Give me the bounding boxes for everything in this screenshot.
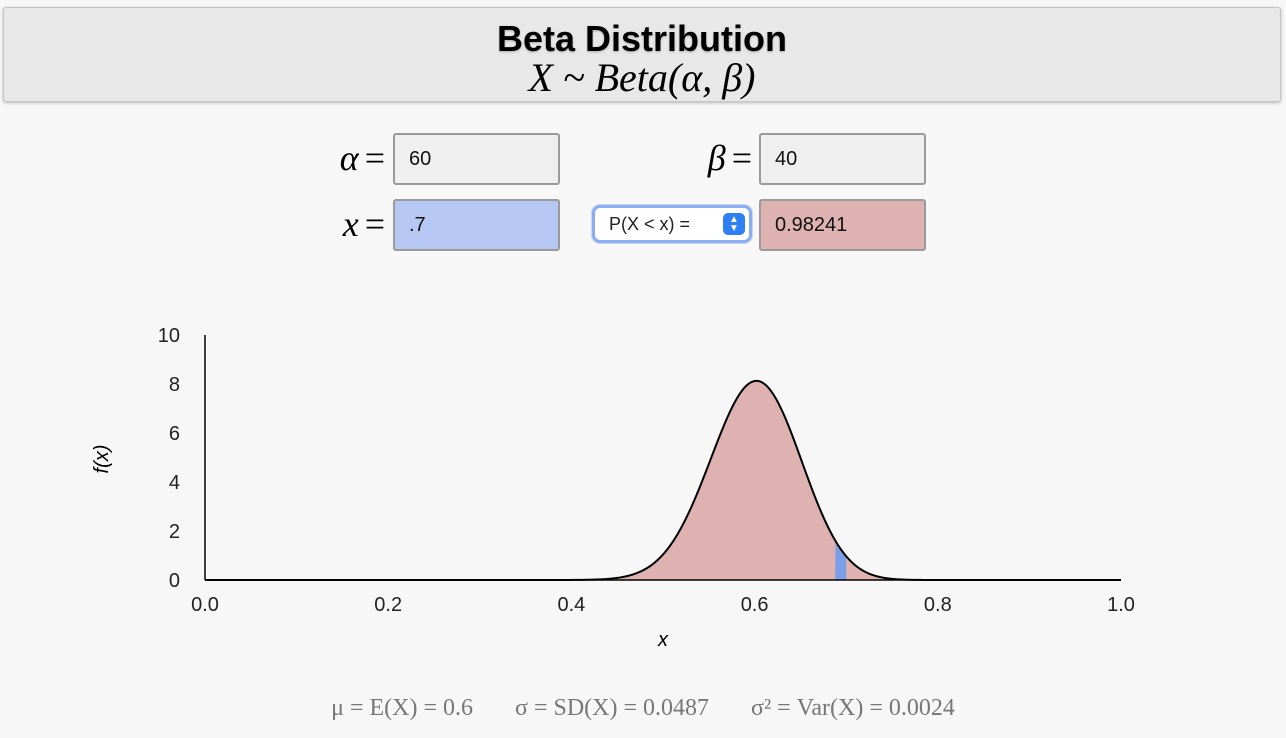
y-axis-label: f(x): [91, 445, 113, 474]
sd-stat: σ = SD(X) = 0.0487: [515, 695, 710, 721]
y-tick-label: 4: [169, 472, 180, 494]
select-updown-icon: ▲ ▼: [723, 213, 745, 235]
y-tick-label: 2: [169, 521, 180, 543]
y-tick-label: 6: [169, 423, 180, 445]
y-tick-label: 10: [158, 325, 180, 347]
distribution-notation: X ~ Beta(α, β): [528, 55, 756, 100]
summary-statistics: μ = E(X) = 0.6 σ = SD(X) = 0.0487 σ² = V…: [0, 688, 1286, 728]
page-title: Beta Distribution: [496, 18, 787, 59]
density-curve: [205, 379, 1121, 581]
x-tick-label: 0.4: [557, 594, 585, 616]
alpha-label: α =: [339, 138, 385, 178]
cutoff-highlight: [835, 540, 847, 580]
y-tick-label: 8: [169, 374, 180, 396]
variance-stat: σ² = Var(X) = 0.0024: [751, 695, 955, 721]
density-area-fill: [205, 380, 1121, 580]
beta-label: β =: [707, 138, 752, 178]
x-input[interactable]: .7: [393, 199, 560, 251]
probability-type-label: P(X < x) =: [609, 214, 691, 234]
x-tick-label: 0.2: [374, 594, 402, 616]
alpha-input[interactable]: 60: [393, 133, 560, 185]
mean-stat: μ = E(X) = 0.6: [331, 695, 474, 721]
x-tick-label: 0.8: [924, 594, 952, 616]
beta-input[interactable]: 40: [759, 133, 926, 185]
y-tick-label: 0: [169, 570, 180, 592]
x-tick-label: 1.0: [1107, 594, 1135, 616]
x-label: x =: [342, 204, 385, 244]
title-banner: Beta Distribution X ~ Beta(α, β): [3, 7, 1281, 102]
probability-result: 0.98241: [759, 199, 926, 251]
x-tick-label: 0.0: [191, 594, 219, 616]
probability-type-select[interactable]: P(X < x) = ▲ ▼: [592, 205, 752, 243]
x-axis-label: x: [657, 629, 669, 651]
x-tick-label: 0.6: [741, 594, 769, 616]
